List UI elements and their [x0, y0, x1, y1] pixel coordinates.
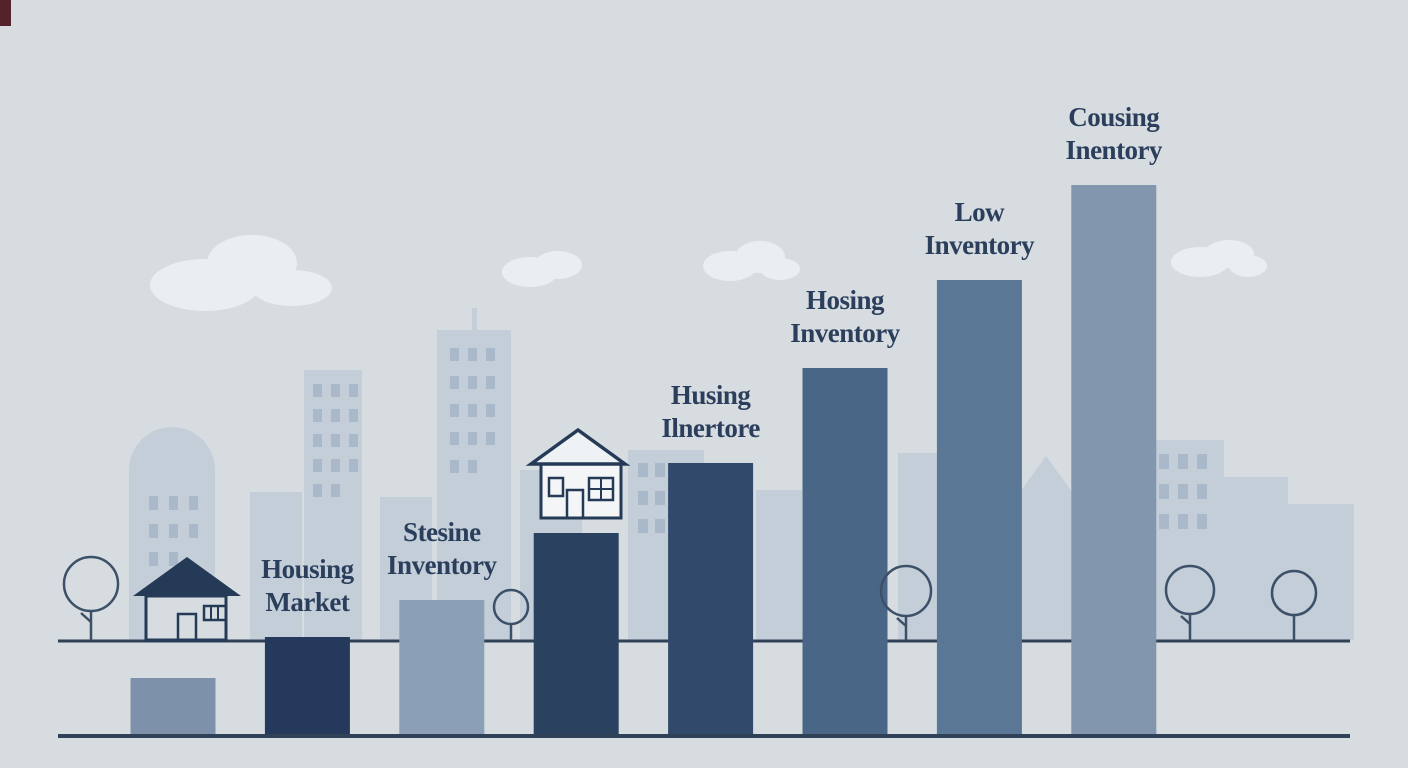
bar-group-4 [533, 533, 619, 735]
house-icon-left [133, 557, 241, 642]
bar [264, 637, 350, 735]
corner-artifact [0, 0, 11, 26]
bar-label-line: Low [955, 197, 1006, 227]
bar-label-line: Husing [671, 380, 752, 410]
cloud-icon [703, 241, 800, 281]
house-icon-middle [525, 427, 631, 520]
bar-group-1 [130, 678, 216, 735]
antenna [472, 308, 477, 334]
bar-label-line: Market [265, 587, 349, 617]
building [1224, 477, 1288, 640]
bar [802, 368, 888, 735]
clouds [150, 235, 1267, 311]
bar-label-line: Stesine [403, 517, 481, 547]
bar-label-line: Inventory [387, 550, 497, 580]
bar [130, 678, 216, 735]
bar-label-line: Cousing [1068, 102, 1160, 132]
building [1148, 440, 1224, 640]
cloud-icon [502, 251, 582, 287]
bar-label-line: Inventory [790, 318, 900, 348]
peaked-building [1020, 456, 1072, 640]
building [250, 492, 302, 640]
bar-label-line: Inventory [925, 230, 1035, 260]
tree-icon [879, 564, 933, 640]
tree-icon [492, 588, 530, 640]
bar [936, 280, 1022, 735]
building [756, 490, 802, 640]
bar-label-line: Housing [261, 554, 355, 584]
bar-label-line: Hosing [806, 285, 885, 315]
cloud-icon [1171, 240, 1267, 277]
tree-icon [1270, 569, 1318, 640]
bar-label-line: Ilnertore [661, 413, 760, 443]
bar [399, 600, 485, 735]
trees [62, 555, 1318, 640]
bar [533, 533, 619, 735]
bar [668, 463, 754, 735]
bars-layer: HousingMarketStesineInventoryHusingIlner… [130, 102, 1164, 735]
tree-icon [1164, 564, 1216, 640]
building-windows [149, 348, 1207, 566]
bar [1071, 185, 1157, 735]
building [898, 453, 938, 640]
tree-icon [62, 555, 120, 640]
cloud-icon [150, 235, 332, 311]
bar-label-line: Inentory [1066, 135, 1163, 165]
